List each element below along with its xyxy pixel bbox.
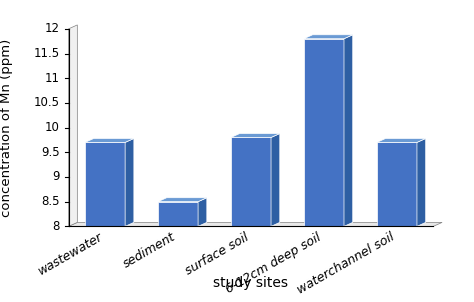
Polygon shape — [377, 139, 426, 143]
Polygon shape — [69, 222, 442, 226]
Text: waterchannel soil: waterchannel soil — [295, 230, 397, 297]
Text: 11.5: 11.5 — [34, 47, 60, 60]
Polygon shape — [271, 133, 280, 226]
Text: wastewater: wastewater — [36, 230, 105, 278]
Text: 6-12cm deep soil: 6-12cm deep soil — [224, 230, 324, 295]
Polygon shape — [377, 143, 417, 226]
Polygon shape — [304, 35, 353, 39]
Polygon shape — [417, 139, 426, 226]
Text: 11: 11 — [45, 72, 60, 85]
Polygon shape — [344, 35, 353, 226]
Polygon shape — [304, 39, 344, 226]
Polygon shape — [125, 139, 134, 226]
Polygon shape — [198, 198, 207, 226]
Polygon shape — [158, 202, 198, 226]
Text: concentration of Mn (ppm): concentration of Mn (ppm) — [0, 38, 13, 217]
Text: study sites: study sites — [213, 276, 289, 290]
Polygon shape — [85, 139, 134, 143]
Text: 10.5: 10.5 — [34, 96, 60, 109]
Text: surface soil: surface soil — [183, 230, 251, 277]
Polygon shape — [85, 143, 125, 226]
Polygon shape — [231, 137, 271, 226]
Text: 10: 10 — [45, 121, 60, 134]
Polygon shape — [158, 198, 207, 202]
Text: 9.5: 9.5 — [41, 146, 60, 159]
Text: 12: 12 — [45, 22, 60, 35]
Text: 9: 9 — [52, 171, 60, 184]
Text: sediment: sediment — [121, 230, 178, 271]
Polygon shape — [231, 133, 280, 137]
Text: 8: 8 — [53, 220, 60, 233]
Text: 8.5: 8.5 — [41, 195, 60, 208]
Polygon shape — [69, 25, 77, 227]
